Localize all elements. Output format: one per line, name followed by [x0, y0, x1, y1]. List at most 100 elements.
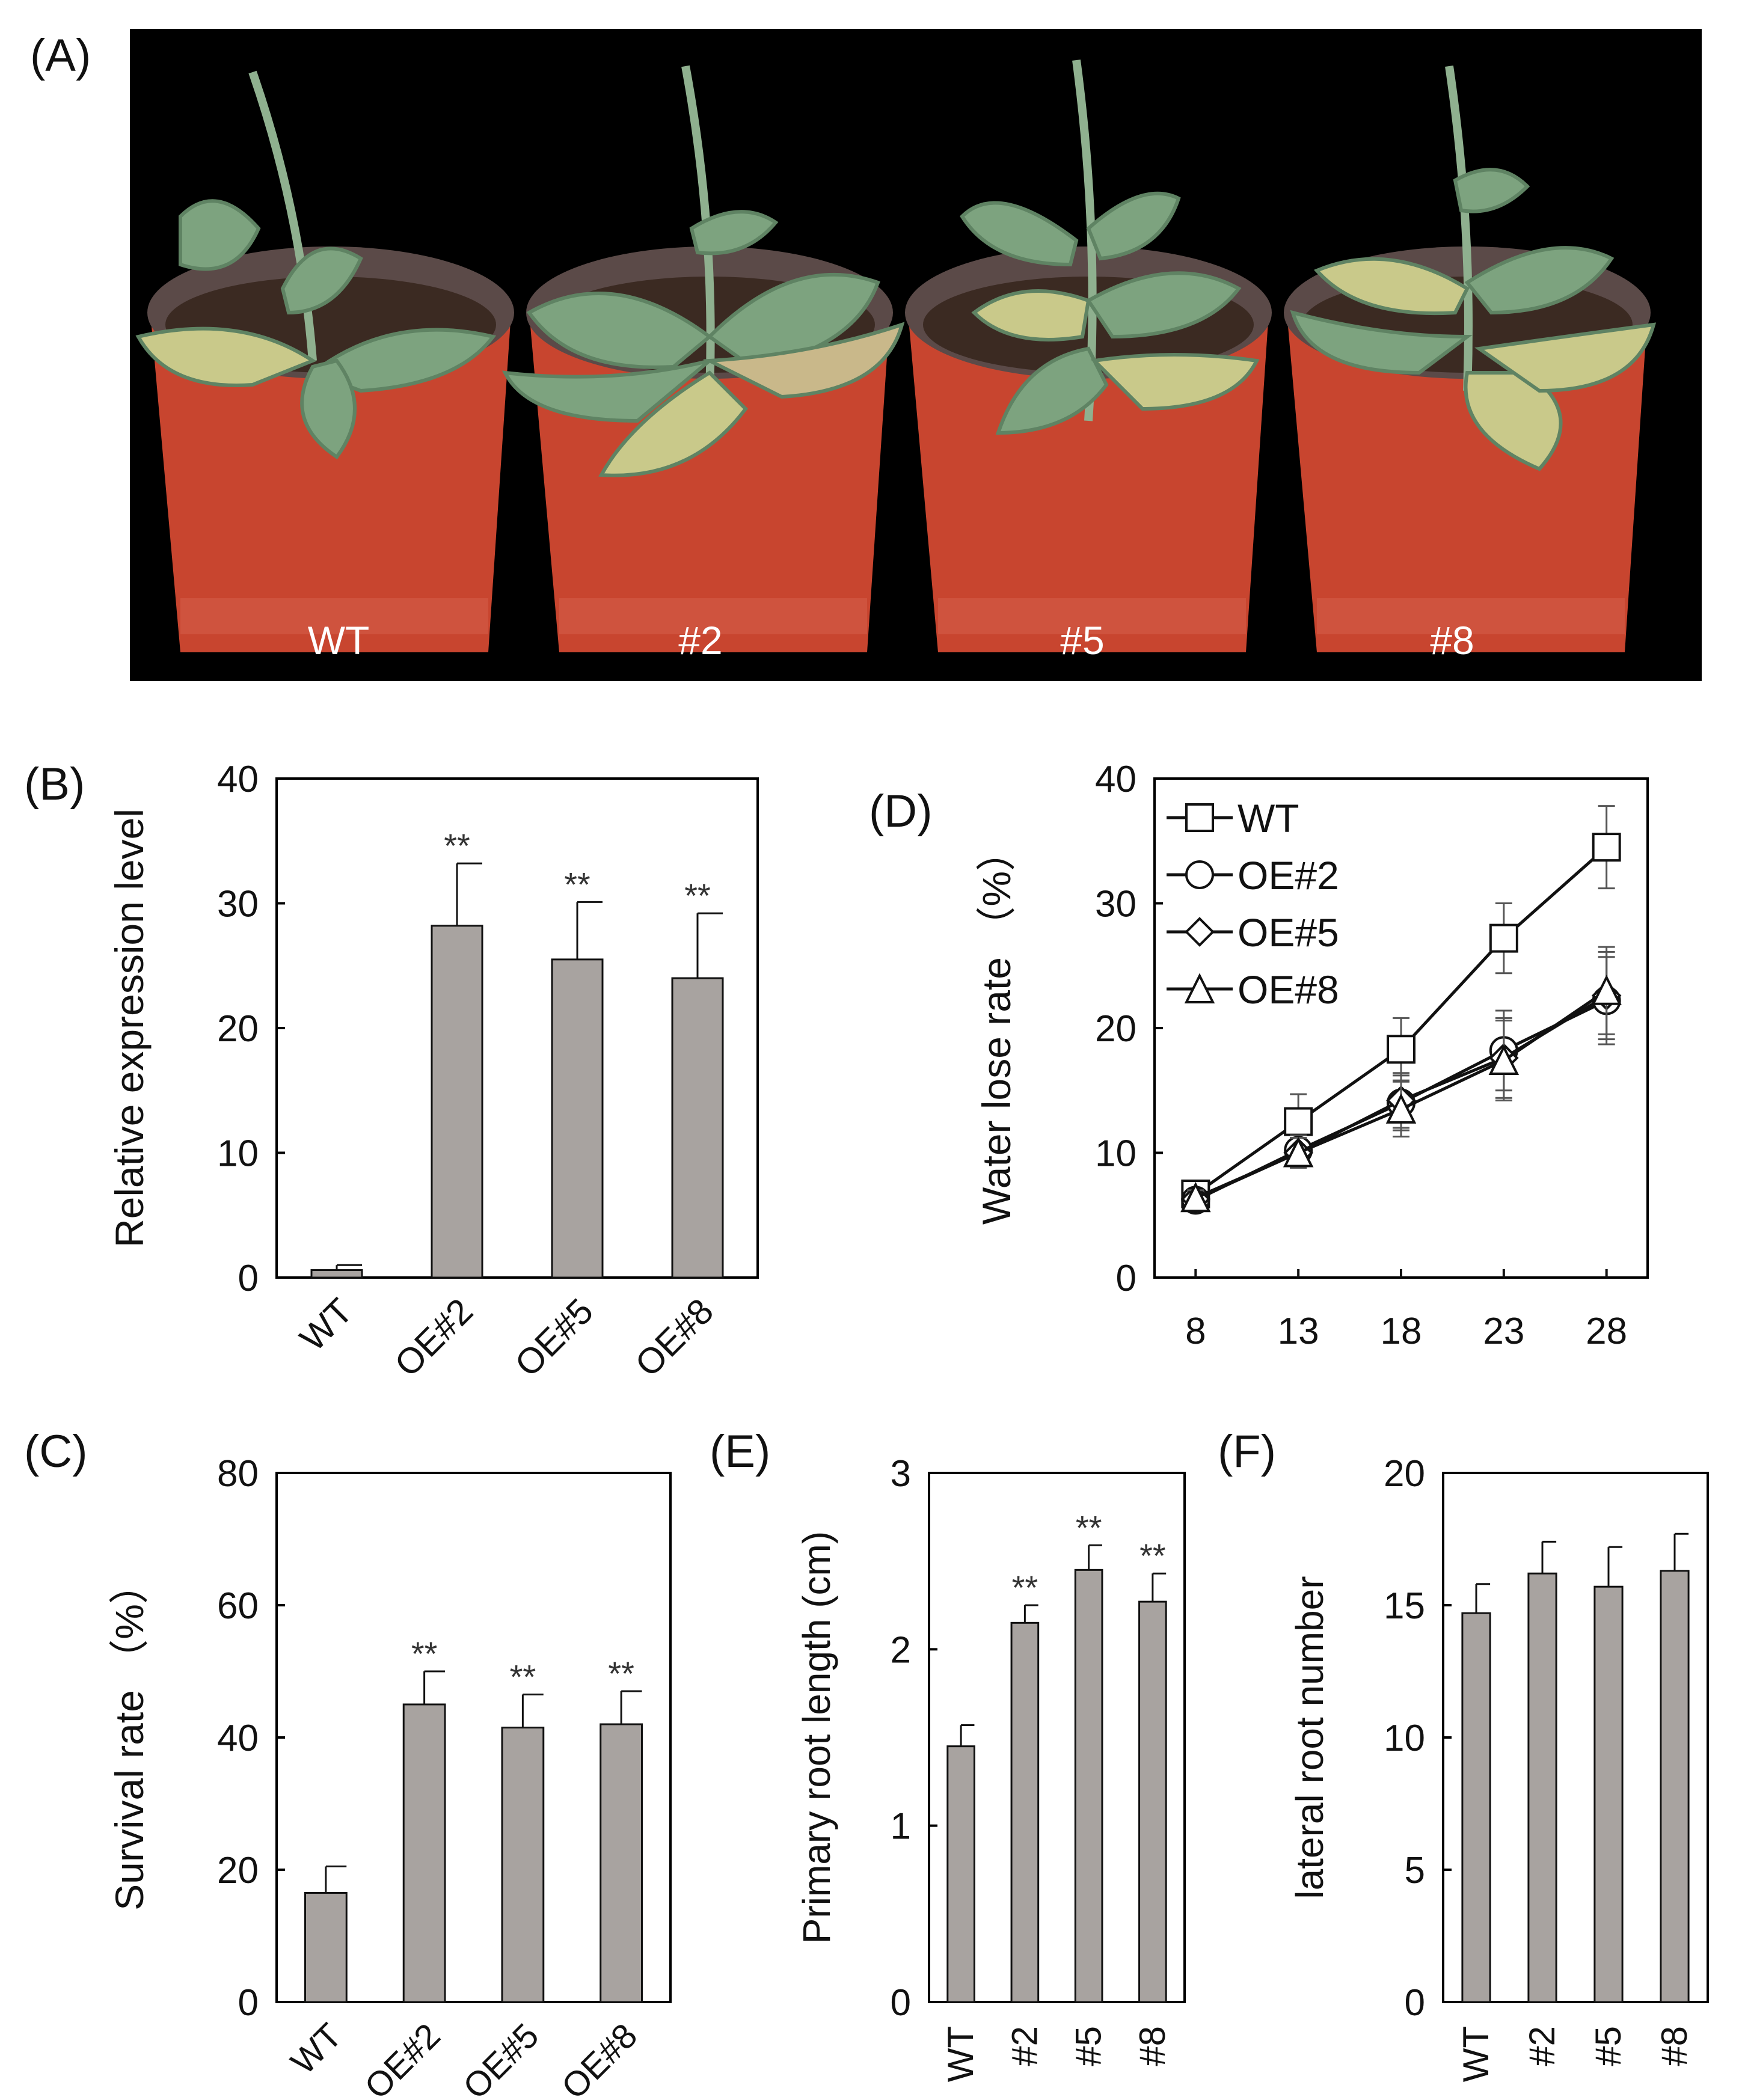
panel-label-a: (A) — [30, 30, 91, 81]
x-tick-label-b-3: OE#8 — [627, 1291, 721, 1385]
x-tick-label-e-3: #8 — [1132, 2026, 1173, 2066]
x-tick-label-f-0: WT — [1456, 2026, 1496, 2082]
y-axis-label-f: lateral root number — [1288, 1576, 1331, 1899]
pot-label-wt: WT — [308, 618, 370, 663]
x-tick-label-d-4: 28 — [1586, 1311, 1627, 1352]
bar-c-0 — [304, 1892, 348, 2003]
plant-8 — [1290, 65, 1657, 471]
panel-label-e: (E) — [710, 1426, 770, 1477]
y-tick-label-d-0: 0 — [1116, 1258, 1136, 1299]
y-axis-label-b: Relative expression level — [107, 809, 152, 1247]
plant-wt — [135, 70, 497, 460]
y-tick-label-e-0: 0 — [891, 1982, 911, 2024]
y-tick-label-b-1: 10 — [217, 1133, 259, 1175]
y-tick-label-e-3: 3 — [891, 1453, 911, 1495]
x-tick-label-d-1: 13 — [1278, 1311, 1319, 1352]
x-tick-label-c-3: OE#8 — [554, 2016, 645, 2100]
bar-b-1 — [431, 925, 483, 1279]
y-tick-label-b-4: 40 — [217, 759, 259, 800]
bar-b-3 — [671, 977, 724, 1279]
y-axis-label-d: Water lose rate （%） — [974, 831, 1019, 1225]
y-axis-label-c: Survival rate （%） — [107, 1564, 152, 1911]
y-tick-label-f-1: 5 — [1405, 1850, 1425, 1891]
panel-label-b: (B) — [24, 759, 85, 810]
y-tick-label-f-3: 15 — [1384, 1585, 1425, 1627]
x-tick-label-b-0: WT — [292, 1291, 360, 1359]
bar-f-2 — [1593, 1585, 1624, 2003]
point-d-wt-1 — [1284, 1107, 1313, 1136]
legend-marker-oe8 — [1184, 973, 1215, 1003]
plant-2 — [501, 65, 905, 477]
significance-c-2: ** — [510, 1658, 536, 1696]
y-axis-label-e: Primary root length (cm) — [795, 1531, 838, 1944]
point-d-oe8-3 — [1488, 1044, 1520, 1075]
bar-f-3 — [1660, 1570, 1690, 2003]
x-tick-label-c-1: OE#2 — [357, 2016, 448, 2100]
y-tick-label-d-3: 30 — [1095, 884, 1136, 925]
bar-f-1 — [1527, 1572, 1557, 2003]
x-tick-label-d-3: 23 — [1483, 1311, 1524, 1352]
pot-label-5: #5 — [1060, 618, 1104, 663]
point-d-wt-3 — [1489, 923, 1518, 953]
legend-marker-oe5 — [1185, 917, 1215, 947]
x-tick-label-e-0: WT — [940, 2026, 981, 2082]
y-tick-label-f-4: 20 — [1384, 1453, 1425, 1495]
point-d-oe8-2 — [1385, 1093, 1417, 1124]
legend-label-oe8: OE#8 — [1238, 967, 1339, 1012]
significance-c-1: ** — [411, 1635, 438, 1673]
y-tick-label-c-4: 80 — [217, 1453, 259, 1495]
chart-b-expression: 0 10 20 30 40 Relative expression level WT ** OE… — [107, 759, 759, 1385]
x-tick-label-b-2: OE#5 — [507, 1291, 601, 1385]
x-tick-label-d-0: 8 — [1185, 1311, 1206, 1352]
panel-a: (A) — [30, 29, 1702, 681]
significance-e-3: ** — [1139, 1537, 1166, 1575]
pot-label-8: #8 — [1430, 618, 1474, 663]
significance-c-3: ** — [608, 1655, 634, 1692]
y-tick-label-f-0: 0 — [1405, 1982, 1425, 2024]
pot-label-2: #2 — [678, 618, 722, 663]
x-tick-label-c-0: WT — [283, 2016, 349, 2082]
y-tick-label-d-4: 40 — [1095, 759, 1136, 800]
y-tick-label-c-0: 0 — [238, 1982, 259, 2024]
point-d-oe8-1 — [1283, 1137, 1314, 1168]
x-tick-label-b-1: OE#2 — [387, 1291, 480, 1385]
bar-c-1 — [402, 1703, 446, 2003]
chart-c-survival: 0 20 40 60 80 Survival rate （%） WT ** OE#2 ** OE#5… — [107, 1453, 672, 2100]
legend-marker-wt — [1185, 803, 1214, 832]
x-tick-label-e-1: #2 — [1004, 2026, 1044, 2066]
y-tick-label-d-2: 20 — [1095, 1008, 1136, 1050]
significance-e-1: ** — [1012, 1569, 1038, 1606]
bar-c-2 — [501, 1727, 545, 2003]
bar-e-0 — [946, 1745, 975, 2003]
x-tick-label-f-3: #8 — [1654, 2026, 1695, 2066]
point-d-wt-4 — [1592, 833, 1621, 862]
y-tick-label-c-3: 60 — [217, 1585, 259, 1627]
significance-b-1: ** — [444, 827, 470, 865]
y-tick-label-c-1: 20 — [217, 1850, 259, 1891]
legend-label-oe5: OE#5 — [1238, 910, 1339, 955]
point-d-wt-2 — [1387, 1035, 1415, 1064]
legend-marker-oe2 — [1185, 860, 1214, 889]
y-tick-label-b-3: 30 — [217, 884, 259, 925]
bar-b-2 — [551, 958, 604, 1279]
significance-b-3: ** — [684, 877, 711, 914]
plot-frame-e — [928, 1472, 1186, 2003]
y-tick-label-e-2: 2 — [891, 1629, 911, 1671]
x-tick-label-e-2: #5 — [1069, 2026, 1109, 2066]
chart-d-water-loss: 0 10 20 30 40 Water lose rate （%） 8 13 18 23 28 WT O… — [974, 759, 1649, 1352]
bar-e-3 — [1138, 1600, 1167, 2003]
significance-e-2: ** — [1076, 1508, 1102, 1546]
panel-label-d: (D) — [869, 786, 933, 837]
point-d-oe8-0 — [1180, 1181, 1211, 1213]
y-tick-label-f-2: 10 — [1384, 1718, 1425, 1759]
legend-label-oe2: OE#2 — [1238, 853, 1339, 898]
x-tick-label-f-1: #2 — [1522, 2026, 1562, 2066]
y-tick-label-b-0: 0 — [238, 1258, 259, 1299]
panel-label-f: (F) — [1218, 1426, 1276, 1477]
significance-b-2: ** — [564, 865, 590, 903]
y-tick-label-b-2: 20 — [217, 1008, 259, 1050]
point-d-oe8-4 — [1591, 975, 1622, 1005]
bar-f-0 — [1461, 1612, 1491, 2003]
x-tick-label-f-2: #5 — [1588, 2026, 1628, 2066]
